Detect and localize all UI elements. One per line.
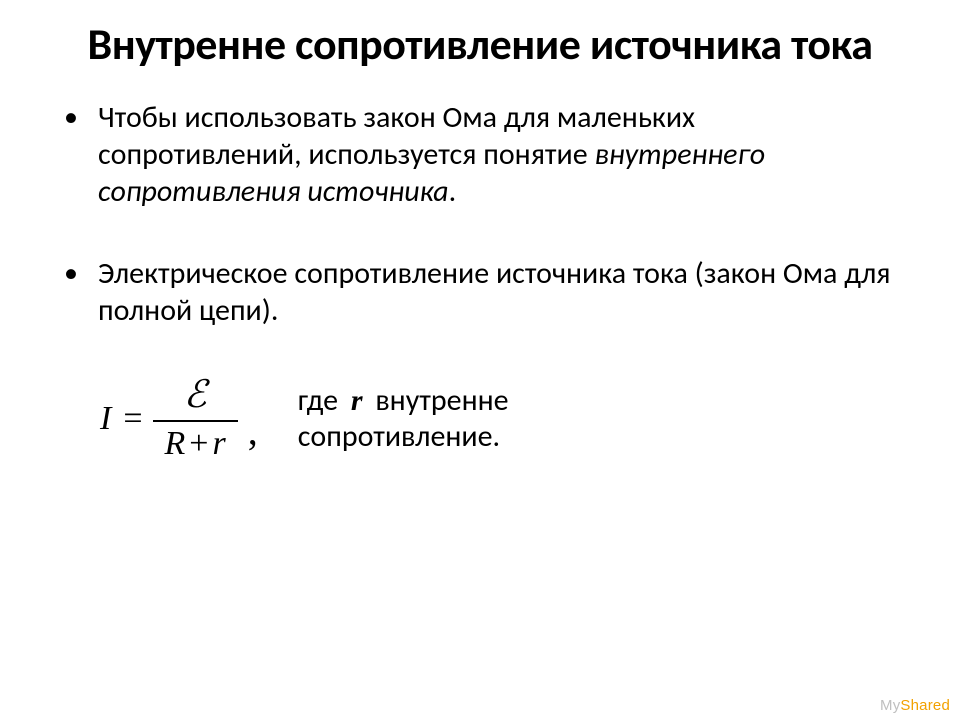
- caption-var: r: [345, 384, 369, 417]
- formula-numerator: ℰ: [172, 375, 219, 420]
- slide-title: Внутренне сопротивление источника тока: [60, 20, 900, 68]
- denom-R: R: [165, 425, 186, 462]
- denom-r: r: [212, 425, 225, 462]
- formula-eq: =: [117, 400, 152, 438]
- bullet1-post: .: [449, 173, 457, 210]
- formula-trailing: ,: [238, 399, 258, 463]
- bullet2-pre: Электрическое сопротивление источника то…: [98, 255, 890, 329]
- formula-lhs: I: [100, 400, 117, 438]
- formula-denominator: R+r: [153, 422, 238, 462]
- formula-row: I = ℰ R+r , где r внутренне сопротивлени…: [60, 375, 900, 462]
- bullet-item-1: Чтобы использовать закон Ома для маленьк…: [88, 100, 900, 210]
- formula-fraction: ℰ R+r: [153, 375, 238, 462]
- watermark-my: My: [880, 697, 900, 714]
- formula-caption: где r внутренне сопротивление.: [298, 383, 658, 455]
- watermark: MyShared: [880, 697, 950, 714]
- formula: I = ℰ R+r ,: [100, 375, 258, 462]
- bullet-item-2: Электрическое сопротивление источника то…: [88, 256, 900, 329]
- watermark-shared: Shared: [900, 697, 950, 714]
- slide-root: Внутренне сопротивление источника тока Ч…: [0, 0, 960, 720]
- caption-where: где: [298, 382, 338, 419]
- denom-plus: +: [185, 425, 212, 462]
- bullet-list: Чтобы использовать закон Ома для маленьк…: [60, 100, 900, 329]
